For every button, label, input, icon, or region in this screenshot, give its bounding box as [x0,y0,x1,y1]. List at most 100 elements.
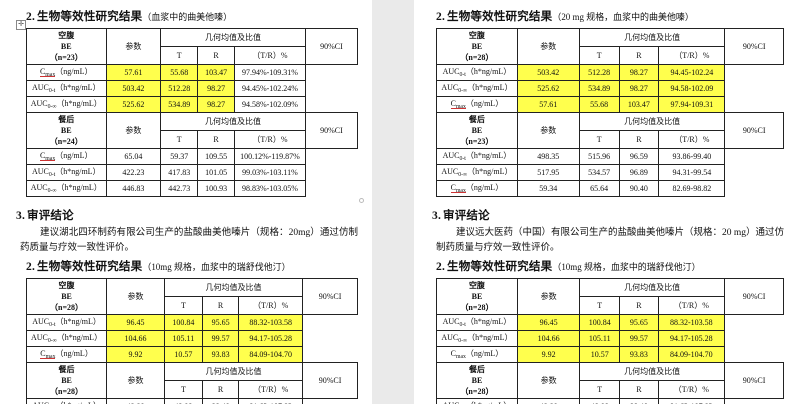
cell-value-tr: 98.27 [197,96,236,113]
heading-bioequivalence-2: 2. 生物等效性研究结果（10mg 规格，血浆中的瑞舒伐他汀） [436,258,784,274]
heading-title: 生物等效性研究结果 [37,11,143,23]
cell-value-t: 503.42 [105,80,162,97]
parameter-subscript: 0-∞ [47,104,57,110]
cell-value-r: 100.84 [163,314,203,331]
heading-paren: （20 mg 规格，血浆中的曲美他嗪） [552,12,694,22]
column-header-param: 参数 [516,28,580,65]
table-row: AUC0-t（h*ng/mL） 96.45 100.84 95.65 88.32-103… [436,314,784,331]
parameter-name: AUC0-∞ [30,333,57,344]
parameter-unit: （ng/mL） [55,67,93,76]
group-line-1: 餐后 [58,365,75,374]
parameter-name: Cmax [39,151,56,162]
heading-title: 审评结论 [27,210,74,222]
table-row: AUC0-t（h*ng/mL）48.8049.0999.4091.63-107.… [436,398,784,404]
cell-parameter: AUC0-∞（h*ng/mL） [436,80,518,97]
table-row-header: 空腹 BE （n=28） 参数 几何均值及比值 90%CI [25,278,358,315]
heading-conclusion-1: 3. 审评结论 [432,207,784,223]
parameter-subscript: 0-t [49,322,56,328]
parameter-subscript: max [455,104,466,110]
cell-value-tr: 100.93 [197,180,236,197]
parameter-name: Cmax [450,183,466,194]
cell-value-t: 59.34 [516,180,580,197]
cell-confidence-interval: 94.17-105.28 [238,330,304,347]
cell-value-r: 10.57 [163,346,203,363]
table-row-header: 空腹 BE （n=23） 参数 几何均值及比值 90%CI [26,28,359,65]
column-header-r: R [201,380,240,399]
table-row: Cmax（ng/mL） 57.61 55.68 103.47 97.94%-109.31… [26,64,358,81]
heading-number: 2. [26,261,36,273]
group-line-1: 空腹 [468,31,485,40]
cell-value-r: 65.64 [578,180,620,197]
group-cell-fed: 餐后 BE （n=24） [26,112,107,149]
column-header-r: R [197,130,236,149]
cell-value-r: 512.28 [578,64,620,81]
column-header-t: T [160,130,199,149]
group-line-3: （n=28） [460,387,494,396]
table-move-handle-icon[interactable]: ✛ [16,20,26,30]
parameter-subscript: 0-∞ [458,88,468,94]
parameter-name: AUC0-∞ [30,99,57,110]
parameter-name: AUC0-t [442,317,466,328]
group-line-3: （n=28） [50,387,84,396]
cell-value-t: 104.66 [516,330,581,347]
fasting-rows: AUC0-t（h*ng/mL） 503.42 512.28 98.27 94.45-10… [436,64,784,113]
cell-value-t: 9.92 [516,346,581,363]
cell-value-tr: 95.65 [619,314,659,331]
cell-value-r: 534.89 [578,80,620,97]
table-row-header-fed: 餐后 BE （n=23） 参数 几何均值及比值 90%CI [436,112,784,149]
parameter-name: Cmax [39,67,56,78]
cell-confidence-interval: 82.69-98.82 [658,180,726,197]
parameter-name: AUC0-t [442,151,466,162]
table-row-subheader: T R （T/R）% [27,296,358,315]
bioequivalence-table-right-1: 空腹 BE （n=28） 参数 几何均值及比值 90%CI T R （T/R）% [436,28,784,197]
table-wrapper-left-1: ✛ 空腹 BE （n=23） 参数 几何均值及比值 90%CI T [16,20,364,203]
column-header-r: R [618,46,660,65]
column-header-tr: （T/R）% [234,130,306,149]
column-header-tr: （T/R）% [238,380,304,399]
page-right: 2. 生物等效性研究结果（20 mg 规格，血浆中的曲美他嗪） 空腹 BE （n=… [414,0,800,404]
cell-value-t: 525.62 [516,80,580,97]
column-header-r: R [201,296,240,315]
table-wrapper-right-2: 空腹 BE （n=28） 参数 几何均值及比值 90%CI T R （T/R）% [436,278,784,404]
group-cell-fed: 餐后 BE （n=28） [25,362,108,399]
cell-value-tr: 103.47 [197,64,236,81]
parameter-unit: （ng/mL） [55,151,93,160]
cell-parameter: Cmax（ng/mL） [26,148,107,165]
parameter-name: AUC0-t [31,167,56,178]
cell-parameter: AUC0-t（h*ng/mL） [26,80,107,97]
heading-paren: （10mg 规格，血浆中的瑞舒伐他汀） [142,262,291,272]
cell-value-tr: 96.89 [618,164,660,181]
cell-value-r: 534.57 [578,164,620,181]
cell-value-tr: 93.83 [619,346,659,363]
parameter-name: AUC0-∞ [441,333,468,344]
cell-confidence-interval: 97.94-109.31 [658,96,726,113]
cell-value-tr: 96.59 [618,148,660,165]
group-cell-fed: 餐后 BE （n=23） [436,112,518,149]
column-header-ci: 90%CI [304,28,359,65]
column-header-param: 参数 [105,28,162,65]
cell-parameter: AUC0-∞（h*ng/mL） [436,330,518,347]
cell-value-r: 512.28 [160,80,199,97]
cell-confidence-interval: 94.17-105.28 [657,330,726,347]
column-header-r: R [619,296,659,315]
parameter-unit: （h*ng/mL） [465,317,512,326]
cell-confidence-interval: 94.58%-102.09% [234,96,306,113]
table-row-header-fed: 餐后 BE （n=24） 参数 几何均值及比值 90%CI [26,112,359,149]
cell-value-tr: 99.40 [201,398,240,404]
group-cell: 空腹 BE （n=28） [436,278,518,315]
group-line-2: BE [60,126,72,135]
group-line-1: 空腹 [468,281,485,290]
column-header-ci: 90%CI [724,278,784,315]
heading-title: 审评结论 [443,210,490,222]
parameter-name: AUC0-t [32,401,55,404]
heading-bioequivalence-1: 2. 生物等效性研究结果（20 mg 规格，血浆中的曲美他嗪） [436,8,784,24]
table-body-fed-header: 餐后 BE （n=23） 参数 几何均值及比值 90%CI T R （T/R）% [436,112,784,149]
heading-title: 生物等效性研究结果 [37,261,143,273]
group-line-2: BE [61,292,72,301]
table-row: AUC0-t（h*ng/mL） 96.45 100.84 95.65 88.32-103… [25,314,358,331]
fasting-rows: Cmax（ng/mL） 57.61 55.68 103.47 97.94%-109.31… [26,64,358,113]
cell-parameter: Cmax（ng/mL） [436,346,518,363]
table-row: AUC0-t（h*ng/mL） 498.35 515.96 96.59 93.86-99… [436,148,784,165]
cell-value-t: 517.95 [516,164,580,181]
group-line-2: BE [61,376,72,385]
